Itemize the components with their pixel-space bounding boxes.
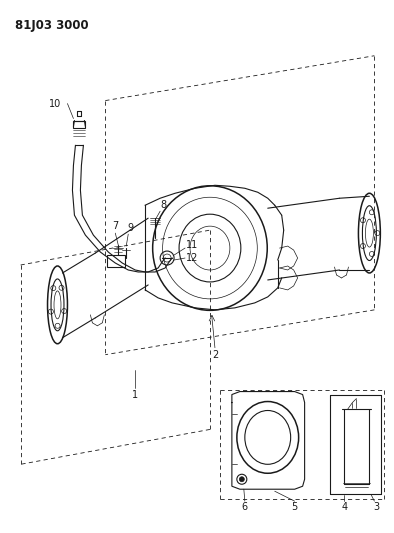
Text: 8: 8 xyxy=(160,200,166,210)
Text: 3: 3 xyxy=(373,502,379,512)
Text: 6: 6 xyxy=(242,502,248,512)
Text: 10: 10 xyxy=(49,99,61,109)
Text: 2: 2 xyxy=(212,350,218,360)
Text: 12: 12 xyxy=(186,253,198,263)
Text: 1: 1 xyxy=(132,390,138,400)
Text: 11: 11 xyxy=(186,240,198,250)
Text: 5: 5 xyxy=(292,502,298,512)
Text: 81J03 3000: 81J03 3000 xyxy=(15,19,88,32)
Text: 9: 9 xyxy=(127,223,133,233)
Circle shape xyxy=(239,477,244,482)
Bar xyxy=(107,255,125,267)
Text: 4: 4 xyxy=(342,502,348,512)
Bar xyxy=(73,120,85,128)
Text: 7: 7 xyxy=(112,221,119,231)
